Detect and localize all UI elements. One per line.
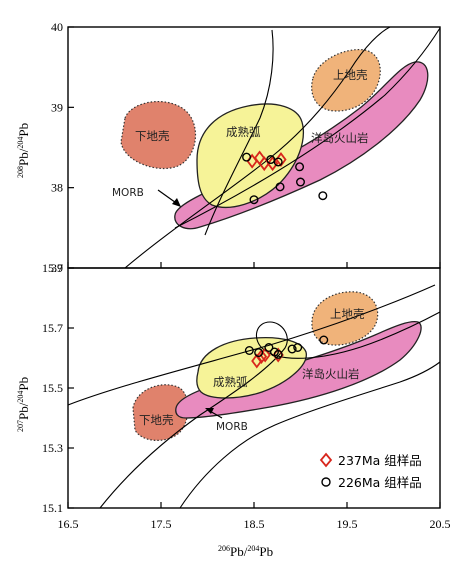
lower-point-226ma (254, 348, 264, 358)
lower-ytick-label: 15.3 (42, 441, 63, 455)
data-points (242, 150, 329, 369)
lower-point-226ma (287, 344, 297, 354)
upper-morb-arrowhead (172, 198, 181, 207)
xtick-label: 19.5 (337, 517, 358, 531)
lower-panel (67, 284, 441, 509)
lower-point-226ma (264, 343, 274, 353)
lower-boundary-curve-a (67, 284, 436, 406)
lower-morb-arrowhead (205, 408, 214, 414)
legend-label-226ma: 226Ma 组样品 (338, 475, 422, 490)
xtick-label: 20.5 (430, 517, 451, 531)
lower-ytick-label: 15.1 (42, 501, 63, 515)
lower-lower-crust-label: 下地壳 (139, 413, 174, 427)
upper-point-226ma (296, 177, 306, 187)
lower-ytick-label: 15.7 (42, 321, 63, 335)
upper-ytick-label: 37 (51, 261, 63, 275)
legend-label-237ma: 237Ma 组样品 (338, 453, 422, 468)
upper-point-226ma (318, 191, 328, 201)
upper-y-axis-label: 208Pb/204Pb (16, 123, 31, 178)
upper-upper-crust-label: 上地壳 (333, 68, 368, 82)
upper-point-226ma (242, 152, 252, 162)
upper-point-226ma (295, 162, 305, 172)
upper-lower-crust-field (120, 100, 196, 170)
lower-oib-label: 洋岛火山岩 (302, 367, 360, 381)
lower-boundary-curve-b (99, 311, 441, 509)
upper-ytick-label: 39 (51, 100, 63, 114)
x-axis-label: 206Pb/204Pb (218, 544, 273, 559)
upper-upper-crust-field (311, 48, 381, 112)
xtick-label: 16.5 (58, 517, 79, 531)
upper-panel (120, 26, 441, 269)
xtick-label: 18.5 (244, 517, 265, 531)
upper-ytick-label: 40 (51, 20, 63, 34)
lower-point-226ma (293, 343, 303, 353)
lower-point-237ma (255, 349, 268, 364)
lower-morb-label: MORB (216, 421, 248, 433)
lower-point-226ma (319, 335, 329, 345)
lower-lower-crust-field (132, 384, 189, 441)
upper-morb-label: MORB (112, 187, 144, 199)
legend-diamond-marker (319, 452, 333, 468)
lower-ytick-label: 15.9 (42, 261, 63, 275)
upper-boundary-curve-c (174, 27, 441, 229)
upper-lower-crust-label: 下地壳 (135, 129, 170, 143)
lower-point-226ma (244, 346, 254, 356)
lower-mature-arc-label: 成熟弧 (213, 375, 248, 389)
upper-point-226ma (275, 182, 285, 192)
lower-point-226ma (273, 349, 283, 359)
upper-ytick-label: 38 (51, 181, 63, 195)
upper-point-237ma (266, 156, 279, 172)
xtick-label: 17.5 (151, 517, 172, 531)
legend: 237Ma 组样品 226Ma 组样品 (319, 452, 422, 490)
lower-upper-crust-label: 上地壳 (330, 307, 365, 321)
lower-boundary-curve-c (179, 361, 441, 509)
lower-ytick-label: 15.5 (42, 381, 63, 395)
legend-circle-marker (321, 477, 331, 487)
upper-point-226ma (273, 157, 283, 167)
axis-ticks: 37 38 39 40 15.1 15.3 15.5 15.7 15.9 16.5 17.5 18.5… (42, 20, 451, 531)
upper-boundary-curve-a (124, 26, 391, 269)
lower-y-axis-label: 207Pb/204Pb (16, 377, 31, 432)
upper-boundary-curve-b (204, 29, 274, 236)
upper-point-226ma (249, 195, 259, 205)
upper-mature-arc-label: 成熟弧 (226, 125, 261, 139)
upper-oib-label: 洋岛火山岩 (311, 131, 369, 145)
